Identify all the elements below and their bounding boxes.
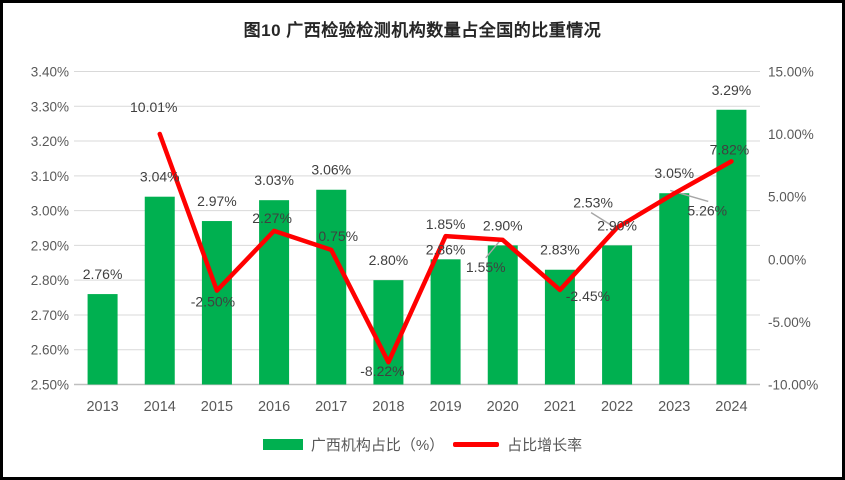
legend-item-line-series: 占比增长率 [453,434,582,455]
x-axis-label-2021: 2021 [544,399,576,415]
x-axis-label-2014: 2014 [144,399,176,415]
x-axis-label-2024: 2024 [715,399,747,415]
bar-2018 [373,280,404,385]
left-axis-tick-label: 2.70% [31,308,69,323]
line-value-label: 0.75% [318,228,358,244]
line-value-label: 1.85% [426,216,466,232]
line-value-label: 1.55% [466,259,506,275]
bar-2017 [316,189,347,385]
line-value-label: 2.53% [573,195,613,211]
x-axis-label-2013: 2013 [86,399,118,415]
label-leader-line [485,240,501,259]
x-axis-label-2018: 2018 [372,399,404,415]
bar-value-label: 3.04% [140,169,180,185]
line-value-label: 10.01% [130,99,177,115]
line-value-label: -2.45% [566,288,610,304]
left-axis-tick-label: 3.20% [31,134,69,149]
right-axis-tick-label: 15.00% [768,65,814,80]
left-axis-tick-label: 3.00% [31,204,69,219]
left-axis-tick-label: 2.50% [31,378,69,393]
right-axis-tick-label: -10.00% [768,378,818,393]
right-axis-tick-label: -5.00% [768,315,811,330]
legend-item-bar-series: 广西机构占比（%） [262,434,445,455]
bar-2020 [487,245,518,385]
line-value-label: 2.27% [252,210,292,226]
bar-2024 [716,109,747,385]
left-axis-tick-label: 3.10% [31,169,69,184]
bar-value-label: 2.76% [83,266,123,282]
bar-value-label: 3.05% [654,165,694,181]
bar-value-label: 3.29% [712,82,752,98]
line-value-label: -8.22% [360,363,404,379]
x-axis-label-2017: 2017 [315,399,347,415]
right-axis-tick-label: 0.00% [768,252,806,267]
bar-2015 [201,221,232,385]
bar-value-label: 2.80% [369,252,409,268]
bar-value-label: 3.03% [254,172,294,188]
x-axis-label-2023: 2023 [658,399,690,415]
left-axis-tick-label: 2.80% [31,273,69,288]
left-axis-tick-label: 3.30% [31,99,69,114]
left-axis-tick-label: 2.60% [31,343,69,358]
bar-value-label: 2.97% [197,193,237,209]
x-axis-label-2016: 2016 [258,399,290,415]
bar-2022 [602,245,633,385]
bar-series-swatch-icon [262,439,303,450]
bar-2013 [87,294,118,385]
x-axis-label-2020: 2020 [487,399,519,415]
bar-2019 [430,259,461,385]
line-value-label: 5.26% [687,202,727,218]
line-value-label: -2.50% [191,294,235,310]
left-axis-tick-label: 2.90% [31,238,69,253]
bar-2014 [144,196,175,385]
bar-value-label: 3.06% [311,162,351,178]
bar-value-label: 2.83% [540,242,580,258]
line-value-label: 7.82% [710,141,750,157]
right-axis-tick-label: 10.00% [768,127,814,142]
right-axis-tick-label: 5.00% [768,190,806,205]
left-axis-tick-label: 3.40% [31,65,69,80]
growth-rate-line [157,131,734,365]
line-series-swatch-icon [453,442,500,447]
bar-2016 [259,200,290,385]
bar-2023 [659,193,690,385]
label-leader-line [590,212,616,229]
bar-value-label: 2.90% [597,217,637,233]
legend: 广西机构占比（%） 占比增长率 [3,434,842,455]
chart-title: 图10 广西检验检测机构数量占全国的比重情况 [243,21,602,40]
combo-chart: 3.40% 3.30% 3.20% 3.10% 3.00% 2.90% 2.80% 2.70%… [31,65,819,416]
x-axis-label-2019: 2019 [429,399,461,415]
legend-line-label: 占比增长率 [507,437,583,454]
x-axis-label-2015: 2015 [201,399,233,415]
legend-bar-label: 广西机构占比（%） [310,437,445,454]
x-axis-label-2022: 2022 [601,399,633,415]
bar-value-label: 2.86% [426,241,466,257]
bar-value-label: 2.90% [483,217,523,233]
